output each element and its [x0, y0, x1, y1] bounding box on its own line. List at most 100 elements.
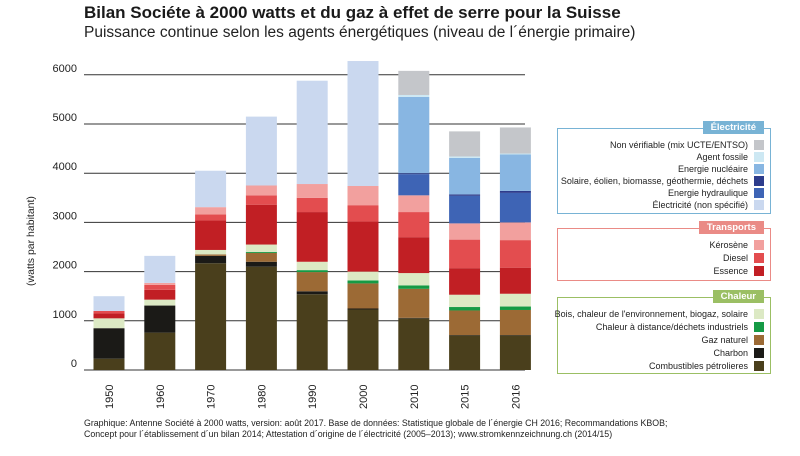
bar-segment [398, 96, 430, 174]
y-tick-label: 0 [71, 358, 77, 370]
legend-swatch [754, 347, 764, 358]
bar-segment [449, 239, 481, 269]
bar-segment [195, 214, 227, 221]
legend-item-charbon: Charbon [713, 347, 764, 358]
bar-segment [398, 94, 430, 97]
legend-title-transports: Transports [698, 221, 764, 234]
bar-segment [499, 192, 531, 223]
bar-segment [296, 80, 328, 185]
bar-segment [195, 170, 227, 208]
y-tick-label: 4000 [53, 161, 77, 173]
bar-segment [144, 305, 176, 333]
bar-segment [245, 204, 277, 245]
x-tick-label: 2010 [409, 385, 421, 409]
bar-segment [245, 252, 277, 262]
legend-label: Diesel [722, 252, 748, 263]
bar-segment [93, 328, 125, 359]
bar-segment [398, 288, 430, 318]
stacked-bar-chart: 0 1000 2000 3000 4000 5000 6000 1950 1960 1970 198… [53, 61, 531, 409]
bar-segment [449, 156, 481, 158]
bar-segment [499, 240, 531, 268]
bar-segment [499, 190, 531, 193]
bar-segment [499, 306, 531, 310]
legend-swatch [754, 239, 764, 250]
bar-segment [398, 70, 430, 95]
legend-electricite: Électricité Non vérifiable (mix UCTE/ENT… [557, 121, 771, 214]
legend-item-diesel: Diesel [723, 252, 764, 263]
legend-item-chaleur-distance: Chaleur à distance/déchets industriels [596, 321, 764, 332]
bar-segment [499, 127, 531, 154]
legend-label: Charbon [713, 347, 748, 358]
bar-segment [144, 284, 176, 290]
bar-segment [296, 272, 328, 292]
legend-label: Agent fossile [696, 151, 748, 162]
bar-segment [398, 173, 430, 175]
chart-title: Bilan Sociéte à 2000 watts et du gaz à e… [84, 3, 621, 22]
bar-segment [296, 184, 328, 198]
x-tick-label: 1990 [307, 385, 319, 409]
bar-segment [93, 313, 125, 319]
legend-swatch [754, 151, 764, 162]
bar-segment [195, 255, 227, 264]
bar-segment [449, 294, 481, 308]
bar-segment [347, 271, 379, 281]
bar-segment [398, 318, 430, 370]
legend-label: Chaleur à distance/déchets industriels [595, 321, 748, 332]
bar-segment [398, 285, 430, 289]
bar-segment [449, 223, 481, 240]
bar-segment [93, 318, 125, 329]
bar-segment [296, 197, 328, 213]
bar-segment [449, 310, 481, 336]
legend-item-kerosene: Kérosène [709, 239, 764, 250]
bar-segment [245, 116, 277, 186]
legend-chaleur: Chaleur Bois, chaleur de l'environnement… [555, 290, 771, 374]
legend-label: Électricité (non spécifié) [652, 199, 748, 210]
bar-segment [449, 131, 481, 157]
legend-item-energie-nucleaire: Energie nucléaire [678, 163, 764, 174]
chart-subtitle: Puissance continue selon les agents éner… [84, 24, 636, 41]
source-note: Graphique: Antenne Société à 2000 watts,… [84, 418, 667, 440]
bar-segment [245, 266, 277, 370]
legend-label: Energie hydraulique [667, 187, 748, 198]
y-tick-label: 2000 [53, 260, 77, 272]
bar-segment [144, 299, 176, 306]
bar-segment [347, 205, 379, 222]
bar-segment [347, 309, 379, 370]
legend-item-solaire-eolien: Solaire, éolien, biomasse, géothermie, d… [561, 175, 764, 186]
legend-swatch [754, 252, 764, 263]
bar-segment [93, 296, 125, 311]
legend-title-electricite: Électricité [702, 121, 764, 134]
bar-segment [449, 194, 481, 196]
bar-segment [449, 307, 481, 311]
x-tick-label: 1970 [206, 385, 218, 409]
y-tick-label: 5000 [53, 112, 77, 124]
bar-segment [347, 221, 379, 272]
legend-label: Essence [713, 265, 748, 276]
legend-swatch [754, 321, 764, 332]
legend-item-non-verifiable: Non vérifiable (mix UCTE/ENTSO) [610, 139, 764, 150]
bar-segment [347, 185, 379, 206]
bar-segment [144, 289, 176, 300]
legend-label: Non vérifiable (mix UCTE/ENTSO) [609, 139, 748, 150]
bar-segment [499, 309, 531, 336]
bar-segment [144, 332, 176, 370]
bar-segment [449, 157, 481, 195]
y-tick-label: 6000 [53, 63, 77, 75]
bar-segment [296, 261, 328, 271]
bar-segment [93, 310, 125, 314]
legend-label: Solaire, éolien, biomasse, géothermie, d… [560, 175, 748, 186]
legend-swatch [754, 199, 764, 210]
bar-segment [296, 212, 328, 262]
bar-segment [398, 174, 430, 196]
bar-segment [449, 335, 481, 370]
x-tick-label: 1960 [155, 385, 167, 409]
legend-label: Combustibles pétrolieres [648, 360, 748, 371]
bar-segment [347, 283, 379, 309]
legend-transports: Transports Kérosène Diesel Essence [557, 221, 771, 281]
x-tick-label: 2016 [510, 385, 522, 409]
source-line-2: Concept pour l´établissement d´un bilan … [84, 429, 613, 439]
legend-swatch [754, 308, 764, 319]
legend-swatch [754, 163, 764, 174]
bar-segment [347, 280, 379, 284]
legend-swatch [754, 187, 764, 198]
